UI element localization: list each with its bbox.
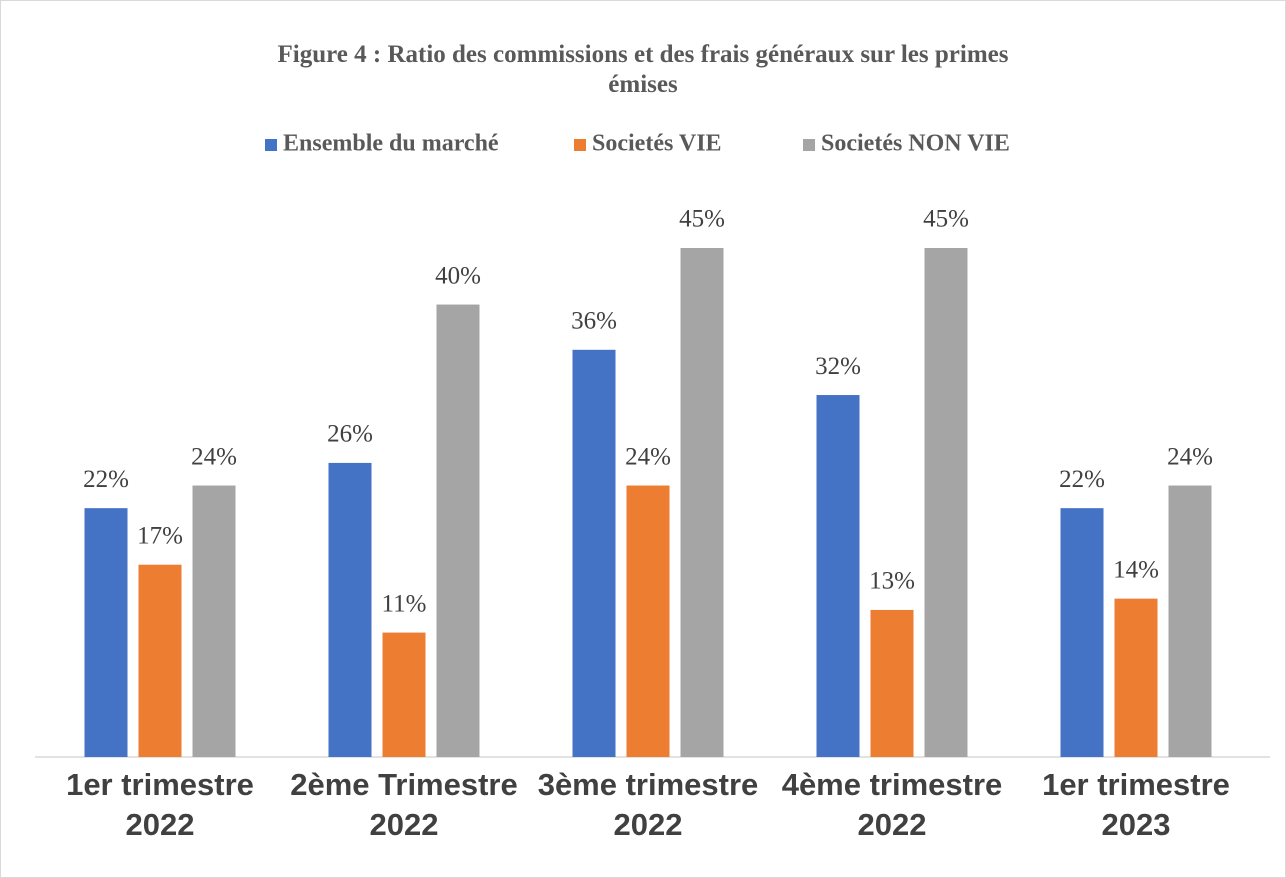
x-tick-label: 4ème trimestre 2022 bbox=[781, 767, 1003, 842]
data-label: 22% bbox=[83, 466, 129, 493]
data-label: 13% bbox=[869, 568, 915, 595]
bar bbox=[626, 485, 670, 757]
data-label: 14% bbox=[1113, 556, 1159, 583]
x-tick-label: 2ème Trimestre 2022 bbox=[290, 767, 518, 842]
bar bbox=[680, 248, 724, 757]
legend-swatch bbox=[574, 139, 586, 151]
data-label: 24% bbox=[191, 443, 237, 470]
data-label: 40% bbox=[435, 262, 481, 289]
data-label: 24% bbox=[625, 443, 671, 470]
x-tick-label: 1er trimestre 2023 bbox=[1042, 767, 1230, 842]
bar bbox=[816, 395, 860, 757]
chart-title: Figure 4 : Ratio des commissions et des … bbox=[277, 41, 1009, 98]
bar bbox=[1060, 508, 1104, 757]
data-label: 26% bbox=[327, 421, 373, 448]
bar bbox=[382, 632, 426, 757]
data-label: 36% bbox=[571, 308, 617, 335]
bar bbox=[870, 609, 914, 757]
data-label: 32% bbox=[815, 353, 861, 380]
data-label: 17% bbox=[137, 522, 183, 549]
bar bbox=[572, 349, 616, 757]
legend-swatch bbox=[803, 139, 815, 151]
bar bbox=[84, 508, 128, 757]
legend-label: Ensemble du marché bbox=[283, 131, 499, 157]
bar bbox=[138, 564, 182, 757]
data-label: 45% bbox=[923, 206, 969, 233]
bar bbox=[436, 304, 480, 757]
bar bbox=[1114, 598, 1158, 757]
data-label: 45% bbox=[679, 206, 725, 233]
data-label: 24% bbox=[1167, 443, 1213, 470]
data-label: 22% bbox=[1059, 466, 1105, 493]
x-tick-label: 3ème trimestre 2022 bbox=[537, 767, 759, 842]
bar bbox=[328, 462, 372, 757]
bar bbox=[924, 248, 968, 757]
legend-label: Societés VIE bbox=[592, 131, 722, 157]
bar bbox=[1168, 485, 1212, 757]
legend-swatch bbox=[265, 139, 277, 151]
legend-label: Societés NON VIE bbox=[821, 131, 1010, 157]
bar bbox=[192, 485, 236, 757]
data-label: 11% bbox=[382, 590, 427, 617]
x-tick-label: 1er trimestre 2022 bbox=[66, 767, 254, 842]
